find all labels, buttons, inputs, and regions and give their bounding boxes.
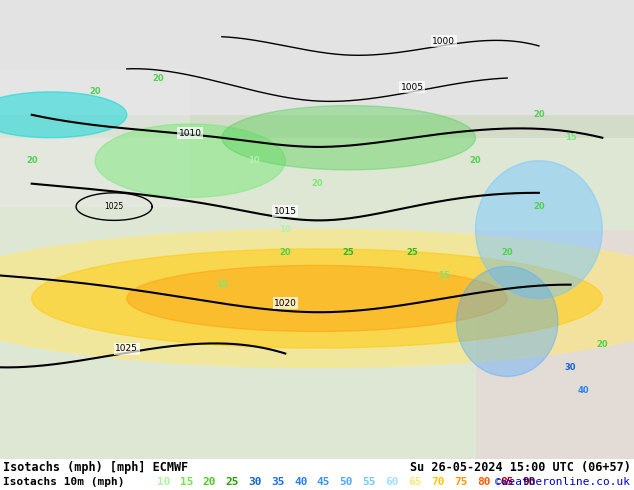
Text: 1025: 1025 — [105, 202, 124, 211]
Text: 40: 40 — [578, 386, 589, 395]
Text: 90: 90 — [522, 477, 536, 487]
Text: 85: 85 — [500, 477, 514, 487]
Text: 1015: 1015 — [274, 207, 297, 216]
Text: 50: 50 — [340, 477, 353, 487]
Bar — [0, 0, 634, 138]
Text: 45: 45 — [317, 477, 330, 487]
Text: 20: 20 — [280, 248, 291, 257]
Text: 15: 15 — [565, 133, 576, 142]
Polygon shape — [0, 230, 634, 368]
Text: 15: 15 — [438, 271, 450, 280]
Text: 1025: 1025 — [115, 344, 138, 353]
Polygon shape — [95, 124, 285, 197]
FancyBboxPatch shape — [476, 229, 634, 459]
Text: 55: 55 — [363, 477, 376, 487]
Bar — [0, 115, 634, 459]
Text: 20: 20 — [153, 74, 164, 82]
Text: 10: 10 — [280, 225, 291, 234]
Text: 25: 25 — [343, 248, 354, 257]
Text: 20: 20 — [533, 202, 545, 211]
Text: ©weatheronline.co.uk: ©weatheronline.co.uk — [495, 477, 630, 487]
Polygon shape — [456, 266, 558, 376]
Text: 25: 25 — [226, 477, 239, 487]
Text: 20: 20 — [533, 110, 545, 119]
Text: 30: 30 — [565, 363, 576, 372]
Text: 20: 20 — [597, 340, 608, 349]
Text: Isotachs (mph) [mph] ECMWF: Isotachs (mph) [mph] ECMWF — [3, 461, 188, 474]
Text: 20: 20 — [470, 156, 481, 165]
Polygon shape — [222, 106, 476, 170]
Text: 40: 40 — [294, 477, 307, 487]
Text: 15: 15 — [216, 280, 228, 289]
Text: 75: 75 — [454, 477, 467, 487]
Text: 20: 20 — [26, 156, 37, 165]
Text: 20: 20 — [202, 477, 216, 487]
Text: 1010: 1010 — [179, 129, 202, 138]
Polygon shape — [127, 266, 507, 332]
Text: Su 26-05-2024 15:00 UTC (06+57): Su 26-05-2024 15:00 UTC (06+57) — [410, 461, 631, 474]
Text: 15: 15 — [179, 477, 193, 487]
Text: 1005: 1005 — [401, 83, 424, 92]
Polygon shape — [32, 249, 602, 348]
Text: 70: 70 — [431, 477, 444, 487]
Text: 60: 60 — [385, 477, 399, 487]
Text: 35: 35 — [271, 477, 285, 487]
FancyBboxPatch shape — [0, 69, 190, 207]
Text: 25: 25 — [406, 248, 418, 257]
Text: 1020: 1020 — [274, 298, 297, 308]
Text: 20: 20 — [501, 248, 513, 257]
Text: 80: 80 — [477, 477, 491, 487]
Text: 65: 65 — [408, 477, 422, 487]
Text: 30: 30 — [249, 477, 262, 487]
Text: 1000: 1000 — [432, 37, 455, 46]
Text: 10: 10 — [248, 156, 259, 165]
Polygon shape — [476, 161, 602, 298]
Text: 20: 20 — [89, 87, 101, 97]
Text: Isotachs 10m (mph): Isotachs 10m (mph) — [3, 477, 125, 487]
Text: 20: 20 — [311, 179, 323, 188]
Text: 10: 10 — [157, 477, 171, 487]
Polygon shape — [0, 92, 127, 138]
